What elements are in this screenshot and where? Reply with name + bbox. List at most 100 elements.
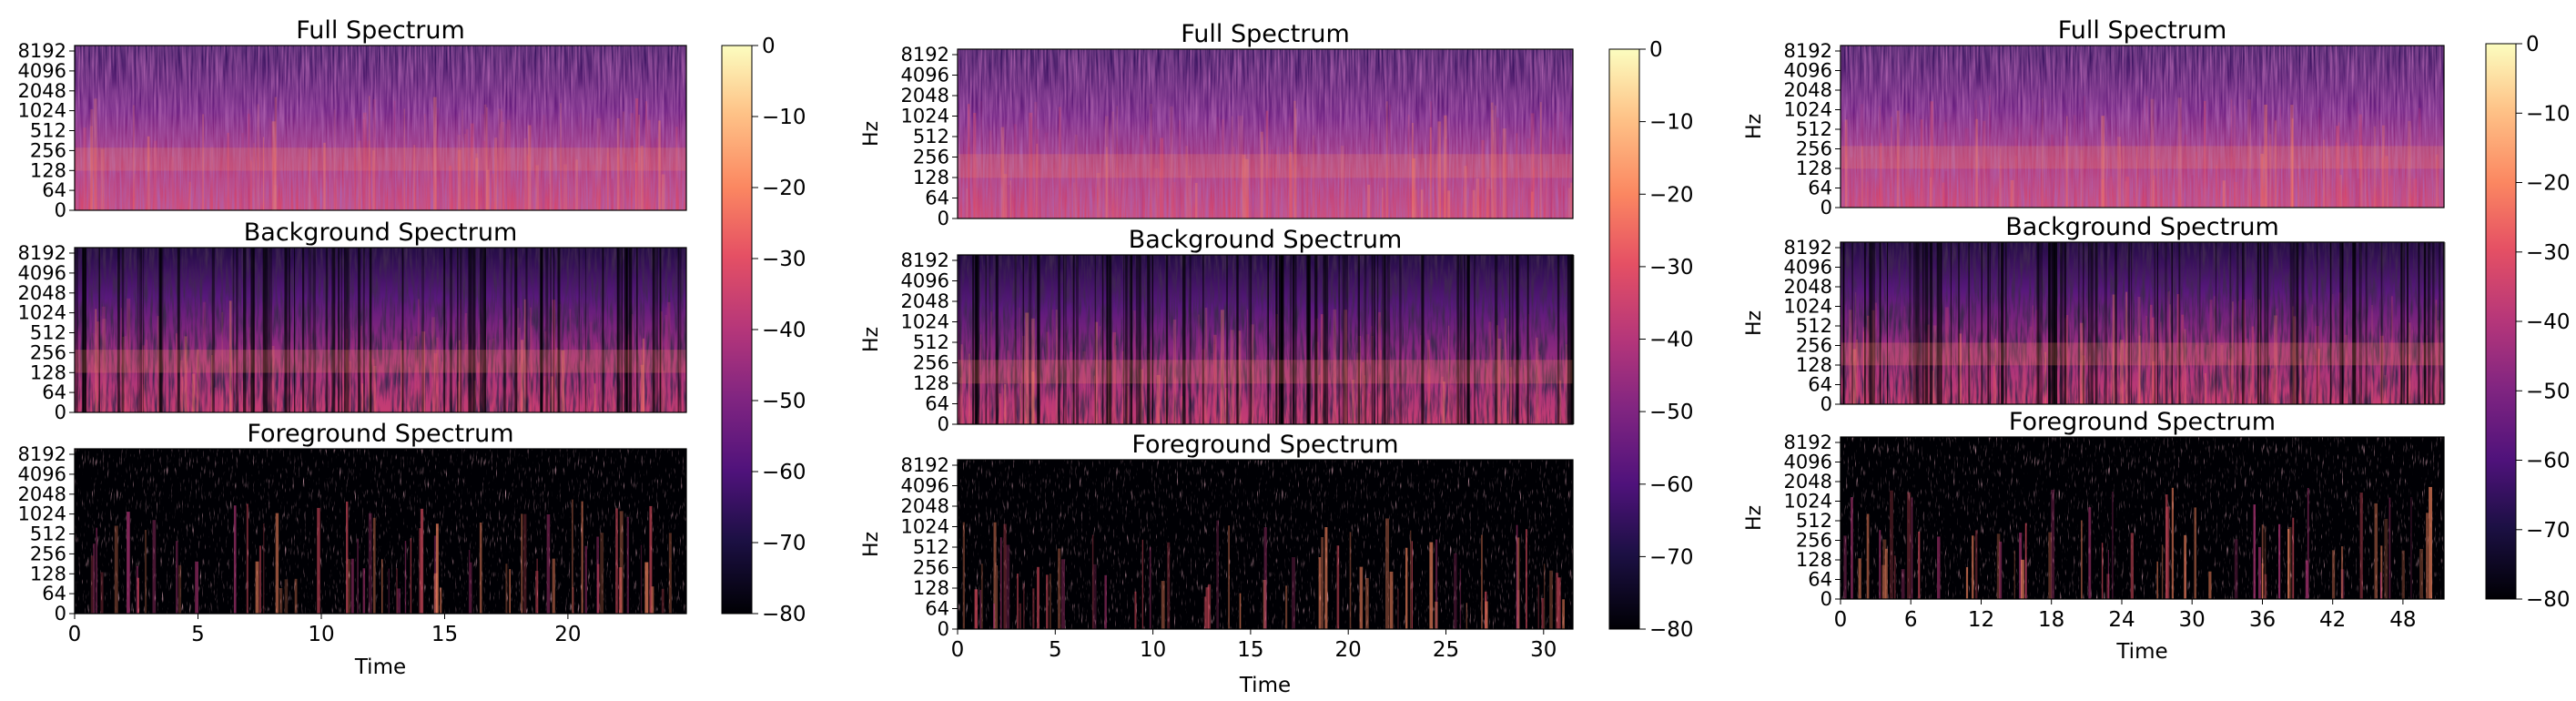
panel-title: Foreground Spectrum [2009, 408, 2276, 436]
heatmap-texture [75, 248, 686, 412]
y-tick-label: 0 [938, 413, 949, 435]
y-tick-label: 1024 [18, 302, 66, 324]
y-tick-label: 64 [925, 598, 949, 620]
colorbar-tick-label: −30 [762, 248, 806, 271]
y-tick-label: 2048 [901, 495, 949, 517]
y-tick-label: 128 [1796, 354, 1832, 376]
panel-title: Background Spectrum [2005, 213, 2279, 241]
y-tick-label: 2048 [901, 290, 949, 312]
colorbar: 0 −10 −20 −30 −40 −50 −60 −70 −80 [1608, 38, 1694, 642]
y-tick-label: 128 [913, 372, 949, 394]
panel-background: Background Spectrum 064128256512102420484… [1743, 213, 2446, 415]
y-tick-label: 1024 [1784, 296, 1832, 318]
y-axis-label: Hz [1743, 310, 1766, 336]
y-tick-label: 1024 [901, 106, 949, 127]
y-tick-label: 8192 [901, 249, 949, 271]
heatmap-streaks [962, 518, 1565, 629]
x-tick-label: 0 [68, 623, 82, 646]
x-tick-label: 5 [1049, 638, 1062, 662]
colorbar-tick-label: 0 [2526, 33, 2540, 56]
y-tick-label: 4096 [901, 475, 949, 497]
y-tick-label: 2048 [1784, 79, 1832, 101]
y-tick-label: 256 [913, 352, 949, 374]
x-axis-label: Time [354, 655, 406, 679]
panel-full: Full Spectrum 064128256512102420484096819… [18, 16, 687, 221]
x-axis-label: Time [2115, 640, 2167, 664]
colorbar-tick-label: −30 [2526, 241, 2571, 265]
spectrogram-figure-3: Full Spectrum064128256512102420484096819… [1743, 16, 2571, 664]
y-tick-label: 512 [1796, 315, 1832, 337]
heatmap-streaks [75, 96, 686, 210]
panel-title: Foreground Spectrum [247, 420, 513, 448]
colorbar-tick-label: 0 [762, 35, 776, 58]
x-tick-label: 48 [2389, 608, 2416, 632]
spectrogram-figure-2: Full Spectrum064128256512102420484096819… [860, 20, 1694, 697]
y-tick-label: 256 [30, 341, 66, 363]
y-tick-label: 128 [30, 361, 66, 383]
colorbar-tick-label: −80 [1649, 618, 1694, 642]
y-tick-label: 1024 [901, 311, 949, 333]
y-axis-label: Hz [860, 532, 883, 557]
colorbar-tick-label: −50 [1649, 401, 1694, 424]
colorbar-tick-label: −40 [762, 319, 806, 342]
y-tick-label: 256 [1796, 138, 1832, 160]
heatmap-texture [958, 255, 1573, 424]
y-tick-label: 8192 [18, 242, 66, 264]
colorbar-tick-label: −10 [1649, 111, 1694, 135]
x-tick-label: 10 [308, 623, 334, 646]
y-tick-label: 1024 [18, 100, 66, 122]
y-tick-label: 64 [1808, 178, 1832, 199]
y-tick-label: 1024 [1784, 99, 1832, 121]
y-tick-label: 64 [925, 393, 949, 415]
heatmap-texture [1841, 437, 2444, 599]
y-tick-label: 4096 [1784, 257, 1832, 279]
heatmap-texture [958, 49, 1573, 218]
colorbar-tick-label: −70 [1649, 545, 1694, 569]
x-tick-label: 6 [1904, 608, 1918, 632]
y-tick-label: 128 [1796, 549, 1832, 571]
x-tick-label: 5 [191, 623, 205, 646]
panel-full: Full Spectrum 064128256512102420484096819… [860, 20, 1574, 229]
y-tick-label: 4096 [1784, 60, 1832, 82]
y-tick-label: 0 [55, 603, 66, 625]
heatmap-texture [958, 460, 1573, 629]
panel-background: Background Spectrum 064128256512102420484… [18, 218, 687, 423]
y-tick-label: 1024 [1784, 491, 1832, 513]
panel-background: Background Spectrum 064128256512102420484… [860, 226, 1575, 435]
colorbar-tick-label: −70 [2526, 519, 2571, 543]
y-axis-label: Hz [1743, 505, 1766, 531]
heatmap-streaks [958, 255, 1575, 424]
colorbar-tick-label: −40 [1649, 329, 1694, 352]
y-tick-label: 64 [925, 188, 949, 209]
x-tick-label: 10 [1140, 638, 1166, 662]
x-tick-label: 15 [431, 623, 458, 646]
x-axis-label: Time [1239, 674, 1291, 697]
colorbar: 0 −10 −20 −30 −40 −50 −60 −70 −80 [2485, 33, 2571, 612]
x-tick-label: 18 [2038, 608, 2064, 632]
y-tick-label: 512 [913, 331, 949, 353]
y-tick-label: 512 [1796, 510, 1832, 532]
y-tick-label: 256 [30, 543, 66, 564]
heatmap-texture [75, 46, 686, 210]
colorbar-tick-label: −60 [762, 461, 806, 484]
y-tick-label: 2048 [901, 85, 949, 107]
heatmap-streaks [1843, 486, 2432, 599]
heatmap-texture [75, 449, 686, 614]
y-tick-label: 64 [42, 381, 66, 403]
colorbar-tick-label: −50 [762, 390, 806, 413]
y-tick-label: 4096 [1784, 452, 1832, 473]
y-tick-label: 512 [913, 536, 949, 558]
axes-frame [74, 247, 687, 413]
panel-title: Full Spectrum [2058, 16, 2227, 45]
y-tick-label: 128 [30, 159, 66, 181]
axes-frame [957, 459, 1574, 630]
y-tick-label: 4096 [18, 262, 66, 284]
y-tick-label: 2048 [1784, 276, 1832, 298]
colorbar-tick-label: −60 [2526, 450, 2571, 473]
axes-frame [957, 48, 1574, 219]
heatmap-texture [1841, 46, 2444, 208]
y-tick-label: 0 [1820, 197, 1832, 218]
y-tick-label: 256 [913, 557, 949, 579]
y-tick-label: 1024 [901, 516, 949, 538]
